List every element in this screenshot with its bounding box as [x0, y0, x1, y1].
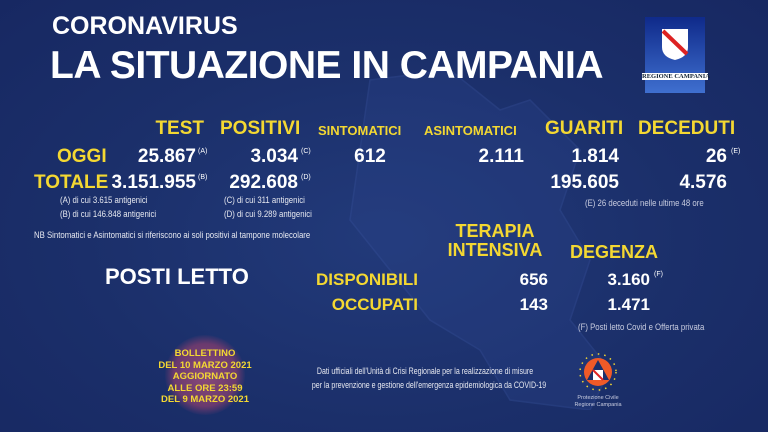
footer-line2: per la prevenzione e gestione dell'emerg… [311, 380, 547, 390]
note-d: (D) di cui 9.289 antigenici [224, 209, 312, 220]
col-asintomatici: ASINTOMATICI [424, 123, 517, 138]
disponibili-degenza: 3.160 [607, 270, 650, 289]
oggi-test-value: 25.867 [137, 146, 196, 167]
disponibili-degenza-note: (F) [654, 271, 663, 278]
oggi-test-note: (A) [198, 148, 208, 155]
bollettino: BOLLETTINO DEL 10 MARZO 2021 AGGIORNATO … [150, 348, 260, 406]
logo-label: REGIONE CAMPANIA [642, 73, 710, 80]
occupati-ti: 143 [519, 295, 548, 314]
oggi-sintomatici: 612 [354, 146, 386, 167]
oggi-asintomatici: 2.111 [478, 146, 524, 167]
oggi-positivi: 3.034 [250, 146, 298, 167]
regione-campania-logo: REGIONE CAMPANIA [642, 17, 710, 93]
bollettino-line: ALLE ORE 23:59 [167, 382, 243, 394]
page-title: LA SITUAZIONE IN CAMPANIA [50, 44, 603, 87]
col-deceduti: DECEDUTI [638, 118, 736, 139]
note-e: (E) 26 deceduti nelle ultime 48 ore [585, 198, 704, 209]
oggi-deceduti-note: (E) [731, 148, 741, 155]
bollettino-line: DEL 9 MARZO 2021 [161, 394, 249, 405]
footer-text: Dati ufficiali dell'Unità di Crisi Regio… [280, 364, 570, 392]
oggi-deceduti: 26 [705, 146, 727, 167]
virus-icon [165, 335, 245, 415]
col-degenza: DEGENZA [570, 242, 659, 262]
row-oggi-label: OGGI [57, 146, 107, 167]
totale-test-note: (B) [198, 174, 208, 181]
note-f: (F) Posti letto Covid e Offerta privata [578, 322, 705, 333]
protezione-civile-logo [578, 352, 618, 392]
protezione-civile-icon [579, 353, 617, 391]
bollettino-line: DEL 10 MARZO 2021 [158, 359, 252, 371]
col-terapia-intensiva: TERAPIA INTENSIVA [440, 222, 550, 260]
footer-line1: Dati ufficiali dell'Unità di Crisi Regio… [316, 366, 534, 376]
totale-positivi: 292.608 [229, 172, 298, 193]
protezione-civile-label: Protezione Civile Regione Campania [568, 395, 628, 408]
protezione-line1: Protezione Civile [577, 395, 619, 401]
col-guariti: GUARITI [545, 118, 624, 139]
oggi-test: 25.867 [110, 146, 196, 168]
col-ti-line1: TERAPIA [455, 221, 535, 241]
posti-letto-title: POSTI LETTO [105, 264, 249, 289]
note-a: (A) di cui 3.615 antigenici [60, 195, 148, 206]
col-ti-line2: INTENSIVA [447, 240, 543, 260]
bollettino-line: BOLLETTINO [174, 348, 236, 359]
row-occupati-label: OCCUPATI [331, 295, 418, 314]
occupati-degenza: 1.471 [607, 295, 650, 314]
bollettino-line: AGGIORNATO [172, 371, 238, 382]
oggi-guariti: 1.814 [571, 146, 619, 167]
note-nb: NB Sintomatici e Asintomatici si riferis… [34, 230, 311, 241]
totale-guariti: 195.605 [550, 172, 619, 193]
col-test: TEST [155, 118, 204, 139]
totale-test: 3.151.955 [111, 172, 196, 193]
col-sintomatici: SINTOMATICI [318, 123, 402, 138]
row-totale-label: TOTALE [34, 172, 109, 193]
campania-crest-icon [661, 29, 689, 60]
protezione-line2: Regione Campania [574, 401, 622, 408]
oggi-positivi-note: (C) [301, 148, 311, 155]
row-disponibili-label: DISPONIBILI [315, 270, 418, 289]
note-c: (C) di cui 311 antigenici [224, 195, 305, 206]
header-kicker: CORONAVIRUS [52, 12, 238, 40]
disponibili-ti: 656 [519, 270, 548, 289]
totale-positivi-note: (D) [301, 174, 311, 181]
col-positivi: POSITIVI [220, 118, 301, 139]
totale-deceduti: 4.576 [679, 172, 727, 193]
note-b: (B) di cui 146.848 antigenici [60, 209, 157, 220]
